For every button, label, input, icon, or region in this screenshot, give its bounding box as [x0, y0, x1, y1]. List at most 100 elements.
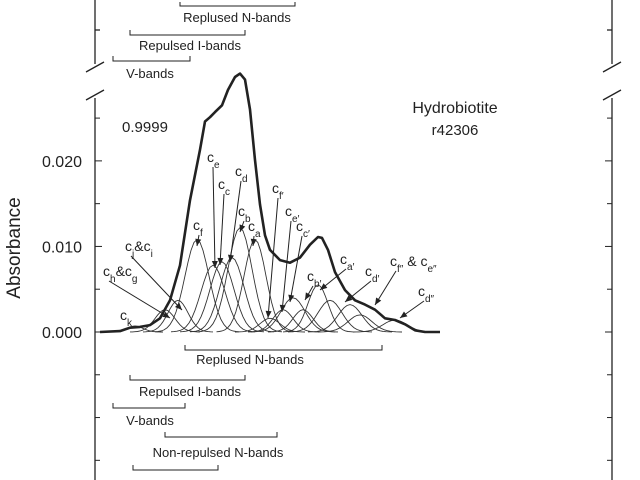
arrow-head — [217, 257, 224, 265]
component-label: cd — [235, 163, 248, 185]
arrow-head — [265, 310, 272, 318]
component-label: cf″ & ce″ — [390, 253, 437, 275]
y-axis-label: Absorbance — [4, 197, 25, 298]
label-arrow — [281, 220, 292, 313]
arrow-head — [320, 283, 328, 290]
label-part: c — [225, 187, 230, 198]
chart-subtitle: r42306 — [432, 122, 479, 139]
label-part: b — [245, 214, 251, 225]
label-part: b′ — [314, 279, 322, 290]
component-label: cj&ci — [125, 238, 153, 260]
y-tick-label: 0.020 — [42, 154, 82, 171]
component-label: cf′ — [272, 180, 284, 202]
spectrum-line — [99, 72, 440, 334]
label-part: c — [285, 203, 292, 219]
label-part: f′ — [279, 191, 284, 202]
component-label: cd″ — [418, 283, 435, 305]
label-part: c — [296, 218, 303, 234]
label-part: k — [127, 318, 133, 329]
arrow-head — [279, 304, 286, 312]
component-label: ck — [120, 307, 133, 329]
component-label: ca — [248, 218, 261, 240]
arrow-head — [175, 302, 182, 310]
label-part: d — [242, 174, 248, 185]
label-arrow — [229, 180, 242, 263]
label-part: c — [238, 203, 245, 219]
label-part: c — [207, 149, 214, 165]
y-tick-label: 0.000 — [42, 325, 82, 342]
label-part: c — [235, 163, 242, 179]
arrow-head — [250, 238, 257, 246]
component-label: ce′ — [285, 203, 300, 225]
arrow-head — [288, 294, 295, 302]
label-arrow — [130, 255, 183, 311]
label-part: & c — [403, 253, 427, 269]
component-peak — [154, 238, 240, 333]
component-label: cc′ — [296, 218, 310, 240]
label-part: c — [340, 251, 347, 267]
label-part: c — [193, 217, 200, 233]
label-part: e — [214, 160, 220, 171]
label-part: c — [307, 268, 314, 284]
component-peak — [307, 304, 393, 333]
label-part: f″ — [397, 264, 404, 275]
label-arrow — [212, 166, 216, 269]
label-part: &c — [134, 238, 150, 254]
label-arrow — [289, 235, 303, 303]
arrow-head — [195, 238, 202, 246]
range-label: V-bands — [126, 413, 174, 428]
component-peak — [268, 309, 338, 333]
range-label: Replused N-bands — [196, 352, 304, 367]
range-label: Non-repulsed N-bands — [153, 445, 284, 460]
range-label: Repulsed I-bands — [139, 384, 241, 399]
range-label: Replused N-bands — [183, 10, 291, 25]
component-label: cf — [193, 217, 203, 239]
component-peak — [250, 297, 336, 333]
arrow-head — [345, 295, 353, 302]
arrow-head — [400, 311, 408, 318]
range-label: V-bands — [126, 66, 174, 81]
component-label: cc — [218, 176, 230, 198]
arrow-head — [162, 311, 170, 318]
label-part: d″ — [425, 294, 435, 305]
component-peak — [142, 299, 214, 333]
label-part: d′ — [372, 274, 380, 285]
label-part: c — [418, 283, 425, 299]
component-peak — [179, 261, 265, 333]
label-part: e″ — [427, 264, 437, 275]
component-peak — [234, 317, 306, 333]
component-peak — [170, 264, 256, 333]
label-arrow — [267, 197, 279, 319]
y-tick-label: 0.010 — [42, 239, 82, 256]
component-peak — [287, 299, 373, 333]
label-part: c — [218, 176, 225, 192]
arrow-head — [305, 292, 312, 300]
component-peak — [352, 319, 438, 333]
fit-annotation: 0.9999 — [122, 119, 168, 136]
label-part: e′ — [292, 214, 300, 225]
range-brackets — [112, 2, 383, 471]
label-part: c — [103, 263, 110, 279]
component-label: cb′ — [307, 268, 322, 290]
label-arrow — [108, 280, 171, 319]
component-label: ca′ — [340, 251, 355, 273]
label-part: h — [110, 274, 116, 285]
label-part: i — [151, 249, 153, 260]
chart-title: Hydrobiotite — [412, 100, 497, 117]
label-part: j — [131, 249, 134, 260]
arrow-head — [227, 254, 234, 262]
label-part: f — [200, 228, 203, 239]
label-part: c — [248, 218, 255, 234]
label-part: c — [125, 238, 132, 254]
component-label: ch&cg — [103, 263, 137, 285]
arrow-head — [211, 260, 218, 268]
label-part: a′ — [347, 262, 355, 273]
arrow-head — [375, 297, 382, 305]
label-part: a — [255, 229, 261, 240]
component-peak — [317, 314, 403, 333]
component-label: ce — [207, 149, 220, 171]
component-label: cb — [238, 203, 251, 225]
label-arrow — [219, 193, 225, 266]
component-label: cd′ — [365, 263, 380, 285]
